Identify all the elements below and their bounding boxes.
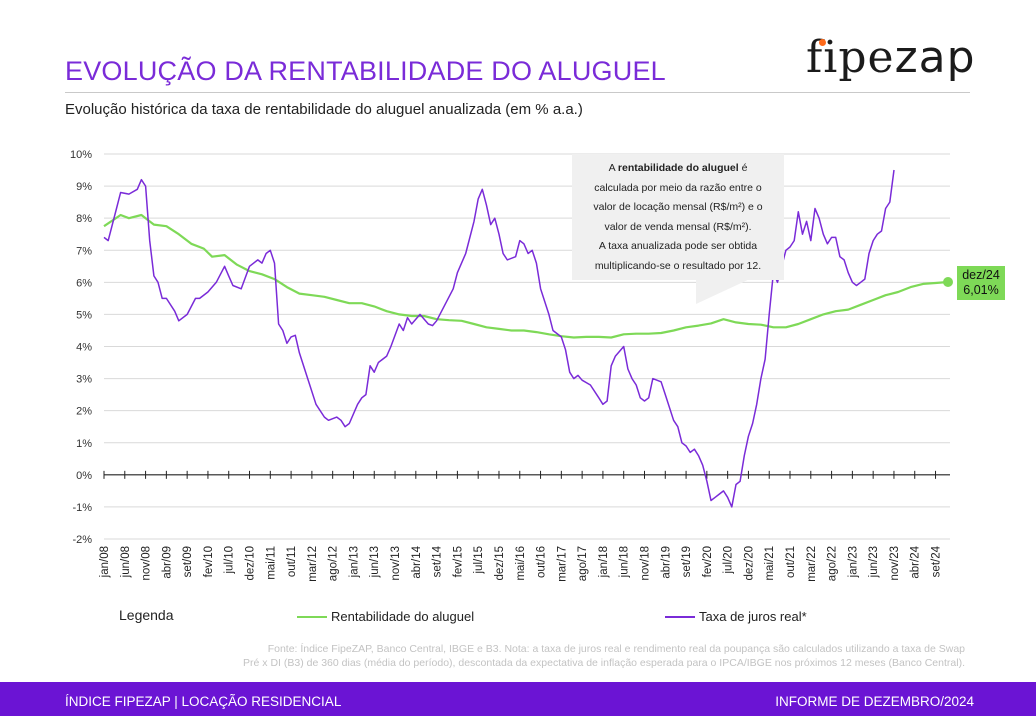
x-tick-label: abr/14	[411, 545, 423, 578]
y-tick-label: -2%	[72, 534, 92, 546]
y-tick-label: 2%	[76, 406, 92, 418]
fipezap-logo: fipezap	[806, 32, 976, 83]
callout-line1-bold: rentabilidade do aluguel	[617, 162, 739, 174]
end-label-date: dez/24	[962, 268, 1000, 282]
x-tick-label: jun/13	[369, 546, 381, 578]
end-label-value: 6,01%	[963, 283, 999, 297]
legend-label-rent: Rentabilidade do aluguel	[331, 609, 475, 624]
x-tick-label: set/19	[681, 546, 693, 577]
y-tick-label: 9%	[76, 181, 92, 193]
x-tick-label: jul/20	[723, 546, 735, 575]
footer-right-text: INFORME DE DEZEMBRO/2024	[775, 694, 974, 709]
legend-label-rate: Taxa de juros real*	[699, 609, 807, 624]
x-tick-label: mai/16	[515, 546, 527, 581]
x-tick-label: out/21	[785, 546, 797, 578]
x-tick-label: nov/08	[141, 546, 153, 581]
callout-line1-post: é	[738, 162, 748, 174]
x-tick-label: jun/18	[619, 546, 631, 578]
x-tick-label: jan/13	[348, 546, 360, 578]
info-callout: A rentabilidade do aluguel é calculada p…	[572, 154, 784, 280]
x-tick-label: mar/12	[307, 546, 319, 582]
x-tick-label: out/11	[286, 546, 298, 577]
y-tick-label: 0%	[76, 470, 92, 482]
x-tick-label: set/14	[432, 545, 444, 577]
logo-dot-icon	[819, 39, 826, 46]
x-tick-label: mai/21	[764, 546, 776, 581]
x-tick-label: jul/15	[473, 546, 485, 575]
legend-item-rent: Rentabilidade do aluguel	[297, 609, 474, 624]
y-tick-label: 10%	[70, 149, 92, 161]
x-tick-label: set/09	[182, 546, 194, 577]
callout-line1-pre: A	[608, 162, 618, 174]
source-line1: Fonte: Índice FipeZAP, Banco Central, IB…	[267, 643, 965, 655]
y-tick-label: 4%	[76, 342, 92, 354]
legend-title: Legenda	[119, 607, 174, 623]
end-value-label: dez/24 6,01%	[957, 266, 1005, 300]
y-tick-label: -1%	[72, 502, 92, 514]
x-tick-label: nov/13	[390, 546, 402, 581]
x-tick-label: jan/18	[598, 546, 610, 578]
x-tick-label: nov/18	[639, 546, 651, 581]
x-tick-label: out/16	[536, 546, 548, 578]
series-line-rentabilidade	[103, 213, 949, 339]
source-line2: Pré x DI (B3) de 360 dias (média do perí…	[243, 657, 965, 669]
x-tick-label: dez/20	[743, 546, 755, 581]
x-tick-label: set/24	[931, 545, 943, 577]
x-tick-label: abr/24	[910, 545, 922, 578]
x-tick-label: abr/09	[161, 546, 173, 579]
x-tick-label: dez/10	[245, 546, 257, 581]
callout-line6: multiplicando-se o resultado por 12.	[594, 259, 762, 272]
x-tick-label: jun/08	[120, 546, 132, 578]
legend-swatch-rent	[297, 615, 327, 618]
x-tick-label: jan/23	[847, 546, 859, 578]
x-tick-label: fev/10	[203, 546, 215, 577]
y-tick-label: 6%	[76, 277, 92, 289]
x-tick-label: jul/10	[224, 546, 236, 575]
x-tick-label: jun/23	[868, 546, 880, 578]
x-tick-label: ago/22	[827, 546, 839, 581]
callout-line5: A taxa anualizada pode ser obtida	[598, 240, 758, 252]
y-tick-label: 5%	[76, 309, 92, 321]
y-tick-label: 7%	[76, 245, 92, 257]
series-line-juros-real	[103, 169, 895, 508]
x-tick-label: mai/11	[265, 546, 277, 580]
x-tick-label: nov/23	[889, 546, 901, 581]
source-note: Fonte: Índice FipeZAP, Banco Central, IB…	[120, 642, 965, 670]
callout-tail	[696, 278, 752, 304]
footer-bar: ÍNDICE FIPEZAP | LOCAÇÃO RESIDENCIAL INF…	[0, 682, 1036, 716]
y-tick-label: 3%	[76, 374, 92, 386]
callout-line4: valor de venda mensal (R$/m²).	[604, 220, 752, 233]
logo-text-zap: zap	[894, 32, 976, 83]
x-tick-label: fev/15	[452, 546, 464, 577]
callout-line3: valor de locação mensal (R$/m²) e o	[593, 201, 763, 213]
x-tick-label: mar/17	[556, 546, 568, 582]
x-tick-label: dez/15	[494, 546, 506, 581]
x-tick-label: ago/17	[577, 546, 589, 581]
page-title: EVOLUÇÃO DA RENTABILIDADE DO ALUGUEL	[65, 56, 666, 86]
y-tick-label: 1%	[76, 438, 92, 450]
x-tick-label: mar/22	[806, 546, 818, 582]
legend-item-rate: Taxa de juros real*	[665, 609, 807, 624]
x-tick-label: abr/19	[660, 546, 672, 579]
title-divider	[65, 92, 970, 93]
x-tick-label: ago/12	[328, 546, 340, 581]
footer-left-text: ÍNDICE FIPEZAP | LOCAÇÃO RESIDENCIAL	[65, 694, 342, 709]
y-tick-label: 8%	[76, 213, 92, 225]
callout-line2: calculada por meio da razão entre o	[594, 181, 762, 194]
page-subtitle: Evolução histórica da taxa de rentabilid…	[65, 101, 583, 118]
x-tick-label: fev/20	[702, 546, 714, 577]
x-tick-label: jan/08	[99, 546, 111, 578]
legend-swatch-rate	[665, 615, 695, 618]
end-point-marker	[943, 277, 953, 288]
